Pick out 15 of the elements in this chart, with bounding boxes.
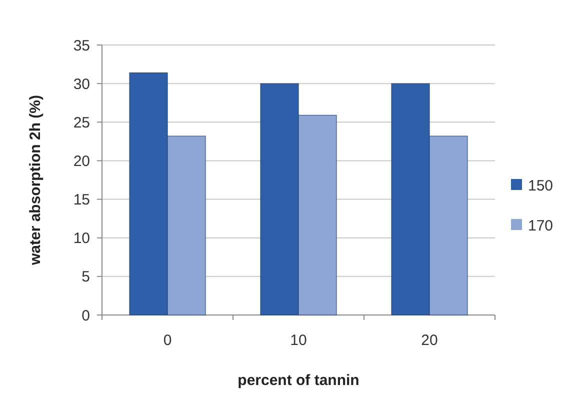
y-tick-label: 5 bbox=[82, 268, 90, 286]
y-tick-label: 25 bbox=[73, 114, 90, 132]
y-tick-label: 35 bbox=[73, 37, 90, 54]
legend-label: 170 bbox=[528, 217, 554, 234]
x-tick-label: 10 bbox=[290, 332, 307, 349]
y-tick-label: 15 bbox=[73, 192, 90, 209]
x-tick-label: 20 bbox=[421, 332, 438, 349]
y-axis-title: water absorption 2h (%) bbox=[27, 94, 44, 266]
x-axis-title: percent of tannin bbox=[238, 372, 360, 389]
y-tick-label: 20 bbox=[73, 152, 90, 170]
legend-label: 150 bbox=[528, 177, 554, 194]
x-tick-label: 0 bbox=[163, 332, 172, 349]
y-tick-label: 0 bbox=[82, 307, 90, 324]
y-tick-label: 10 bbox=[73, 230, 90, 248]
y-tick-label: 30 bbox=[73, 76, 90, 93]
